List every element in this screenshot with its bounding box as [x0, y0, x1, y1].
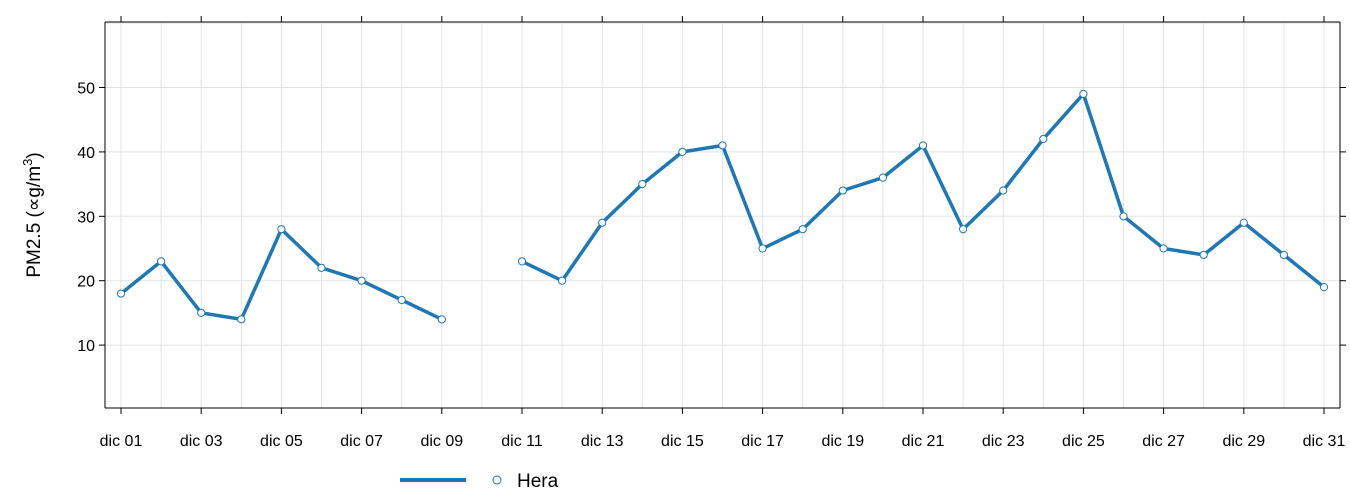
x-tick-label: dic 27	[1142, 433, 1185, 450]
data-point	[798, 225, 807, 234]
y-tick-label: 40	[77, 145, 95, 162]
data-point	[1199, 250, 1208, 260]
x-tick-label: dic 03	[180, 433, 223, 450]
y-tick-label: 50	[77, 81, 95, 98]
data-point	[718, 141, 727, 150]
x-tick-label: dic 11	[501, 433, 543, 450]
x-tick-label: dic 23	[982, 433, 1025, 450]
data-point	[1039, 134, 1048, 144]
data-point	[116, 289, 126, 298]
legend: Hera	[400, 471, 559, 492]
x-tick-label: dic 21	[902, 433, 945, 450]
data-point	[1279, 250, 1289, 260]
y-tick-label: 20	[77, 274, 95, 291]
data-point	[678, 147, 687, 156]
data-point	[1119, 212, 1128, 221]
data-point	[1159, 244, 1168, 253]
data-point	[999, 186, 1008, 195]
x-tick-label: dic 09	[420, 433, 463, 450]
data-point	[277, 225, 286, 234]
data-point	[157, 257, 166, 266]
data-point	[1239, 218, 1248, 227]
data-series	[116, 89, 1329, 324]
x-tick-label: dic 13	[581, 433, 624, 450]
data-point	[397, 295, 406, 305]
data-point	[838, 186, 847, 195]
data-point	[598, 218, 607, 227]
x-tick-label: dic 25	[1062, 433, 1105, 450]
x-tick-label: dic 29	[1222, 433, 1265, 450]
x-tick-label: dic 15	[661, 433, 704, 450]
data-point	[918, 141, 928, 150]
x-tick-label: dic 19	[821, 433, 864, 450]
y-tick-label: 30	[77, 209, 95, 226]
data-point	[878, 173, 888, 182]
x-tick-label: dic 05	[260, 433, 303, 450]
data-point	[237, 315, 246, 324]
y-tick-label: 10	[77, 338, 95, 355]
data-point	[1319, 283, 1329, 292]
data-point	[197, 308, 206, 317]
data-point	[517, 257, 527, 266]
legend-label: Hera	[517, 471, 559, 489]
data-point	[558, 276, 567, 285]
y-axis-title: PM2.5 (∝g/m3)	[20, 152, 45, 277]
x-tick-label: dic 07	[340, 433, 383, 450]
data-point	[317, 263, 326, 272]
grid-lines	[105, 22, 1340, 408]
data-point	[437, 315, 446, 324]
axes: 10 20 30 40 50 dic 01 dic 03 dic 05 dic 07 dic 09…	[77, 16, 1346, 450]
data-point	[1079, 89, 1088, 99]
data-point	[959, 225, 968, 234]
x-tick-label: dic 01	[100, 433, 143, 450]
x-tick-label: dic 17	[741, 433, 784, 450]
data-point	[758, 244, 767, 253]
data-point	[638, 180, 647, 189]
x-tick-label: dic 31	[1303, 433, 1346, 450]
data-point	[357, 276, 366, 285]
legend-point-swatch	[492, 475, 502, 485]
y-axis-label: PM2.5 (∝g/m3)	[20, 152, 45, 277]
